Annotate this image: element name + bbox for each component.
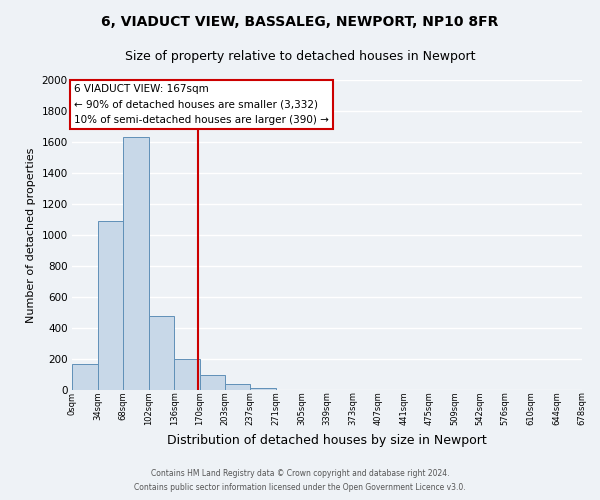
Text: Size of property relative to detached houses in Newport: Size of property relative to detached ho… — [125, 50, 475, 63]
Bar — [200, 374, 224, 390]
Bar — [175, 359, 200, 390]
X-axis label: Distribution of detached houses by size in Newport: Distribution of detached houses by size … — [167, 434, 487, 446]
Text: Contains public sector information licensed under the Open Government Licence v3: Contains public sector information licen… — [134, 484, 466, 492]
Bar — [224, 384, 250, 390]
Bar — [98, 221, 123, 390]
Bar — [123, 138, 149, 390]
Text: Contains HM Land Registry data © Crown copyright and database right 2024.: Contains HM Land Registry data © Crown c… — [151, 468, 449, 477]
Bar — [72, 364, 98, 390]
Bar — [149, 316, 175, 390]
Y-axis label: Number of detached properties: Number of detached properties — [26, 148, 36, 322]
Text: 6, VIADUCT VIEW, BASSALEG, NEWPORT, NP10 8FR: 6, VIADUCT VIEW, BASSALEG, NEWPORT, NP10… — [101, 15, 499, 29]
Text: 6 VIADUCT VIEW: 167sqm
← 90% of detached houses are smaller (3,332)
10% of semi-: 6 VIADUCT VIEW: 167sqm ← 90% of detached… — [74, 84, 329, 125]
Bar — [250, 388, 276, 390]
